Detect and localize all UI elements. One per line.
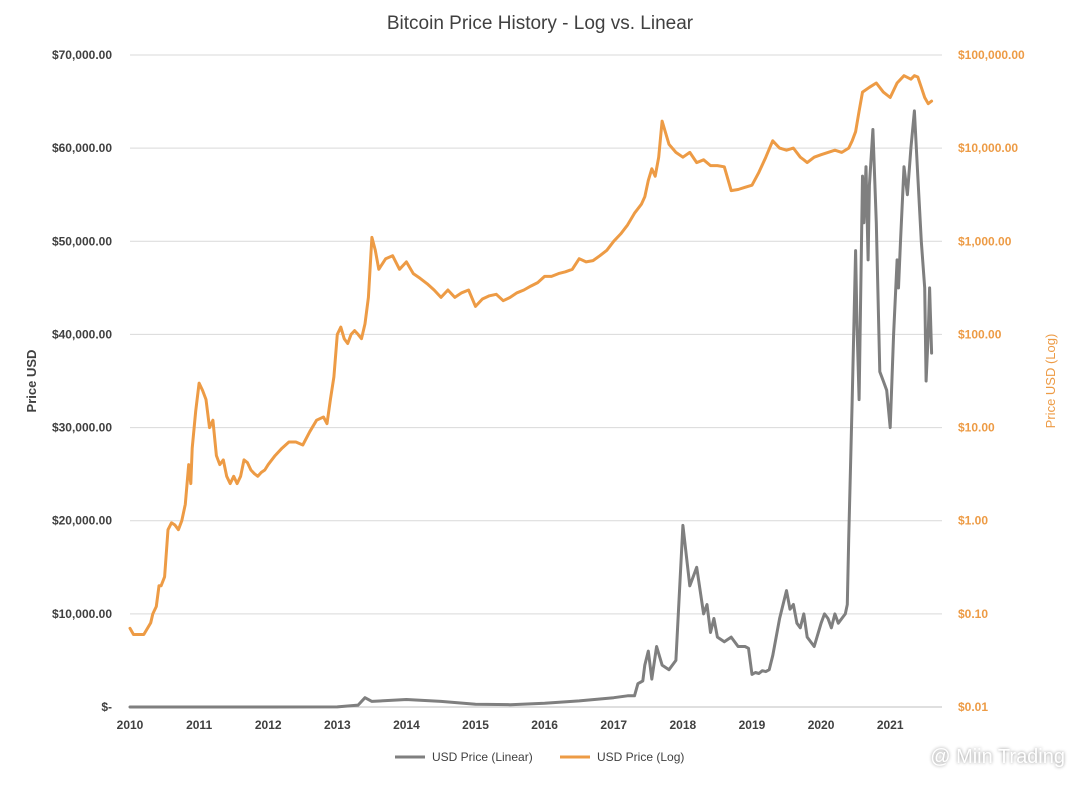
x-tick-label: 2018	[669, 718, 696, 732]
y-tick-label: $50,000.00	[52, 234, 112, 248]
y-tick-label: $40,000.00	[52, 327, 112, 341]
y-tick-label: $70,000.00	[52, 48, 112, 62]
y2-tick-label: $0.01	[958, 700, 988, 714]
x-tick-label: 2014	[393, 718, 420, 732]
y-axis-label: Price USD	[24, 350, 39, 413]
x-tick-label: 2011	[186, 718, 212, 732]
y2-tick-label: $1,000.00	[958, 234, 1012, 248]
chart-title: Bitcoin Price History - Log vs. Linear	[387, 13, 694, 34]
x-tick-label: 2013	[324, 718, 351, 732]
y2-axis-label: Price USD (Log)	[1043, 334, 1058, 429]
legend-label: USD Price (Log)	[597, 750, 684, 764]
y2-tick-label: $1.00	[958, 514, 988, 528]
y-tick-label: $-	[101, 700, 112, 714]
y-tick-label: $30,000.00	[52, 421, 112, 435]
y2-tick-label: $100.00	[958, 327, 1002, 341]
left-axis-tick-labels: $- $10,000.00 $20,000.00 $30,000.00 $40,000.…	[52, 48, 112, 714]
legend: USD Price (Linear) USD Price (Log)	[395, 750, 684, 764]
x-tick-label: 2016	[531, 718, 558, 732]
x-tick-label: 2010	[117, 718, 144, 732]
y-tick-label: $20,000.00	[52, 514, 112, 528]
brand-logo-icon	[904, 747, 925, 768]
y2-tick-label: $10,000.00	[958, 141, 1018, 155]
y-tick-label: $10,000.00	[52, 607, 112, 621]
x-tick-label: 2012	[255, 718, 282, 732]
series-layer	[128, 74, 934, 709]
series-line-log	[128, 74, 934, 636]
gridlines	[130, 54, 942, 708]
x-tick-label: 2017	[600, 718, 627, 732]
series-line-linear	[128, 109, 934, 709]
y-tick-label: $60,000.00	[52, 141, 112, 155]
y2-tick-label: $0.10	[958, 607, 988, 621]
legend-label: USD Price (Linear)	[432, 750, 533, 764]
x-tick-label: 2021	[877, 718, 904, 732]
x-axis-tick-labels: 2010 2011 2012 2013 2014 2015 2016 2017 2018 2019…	[117, 718, 904, 732]
x-tick-label: 2019	[739, 718, 766, 732]
y2-tick-label: $10.00	[958, 421, 995, 435]
watermark-text: @ Miin Trading	[930, 746, 1065, 768]
watermark: @ Miin Trading	[904, 746, 1065, 769]
x-tick-label: 2020	[808, 718, 835, 732]
y2-tick-label: $100,000.00	[958, 48, 1025, 62]
x-tick-label: 2015	[462, 718, 489, 732]
right-axis-tick-labels: $0.01 $0.10 $1.00 $10.00 $100.00 $1,000.00 $10…	[958, 48, 1025, 714]
